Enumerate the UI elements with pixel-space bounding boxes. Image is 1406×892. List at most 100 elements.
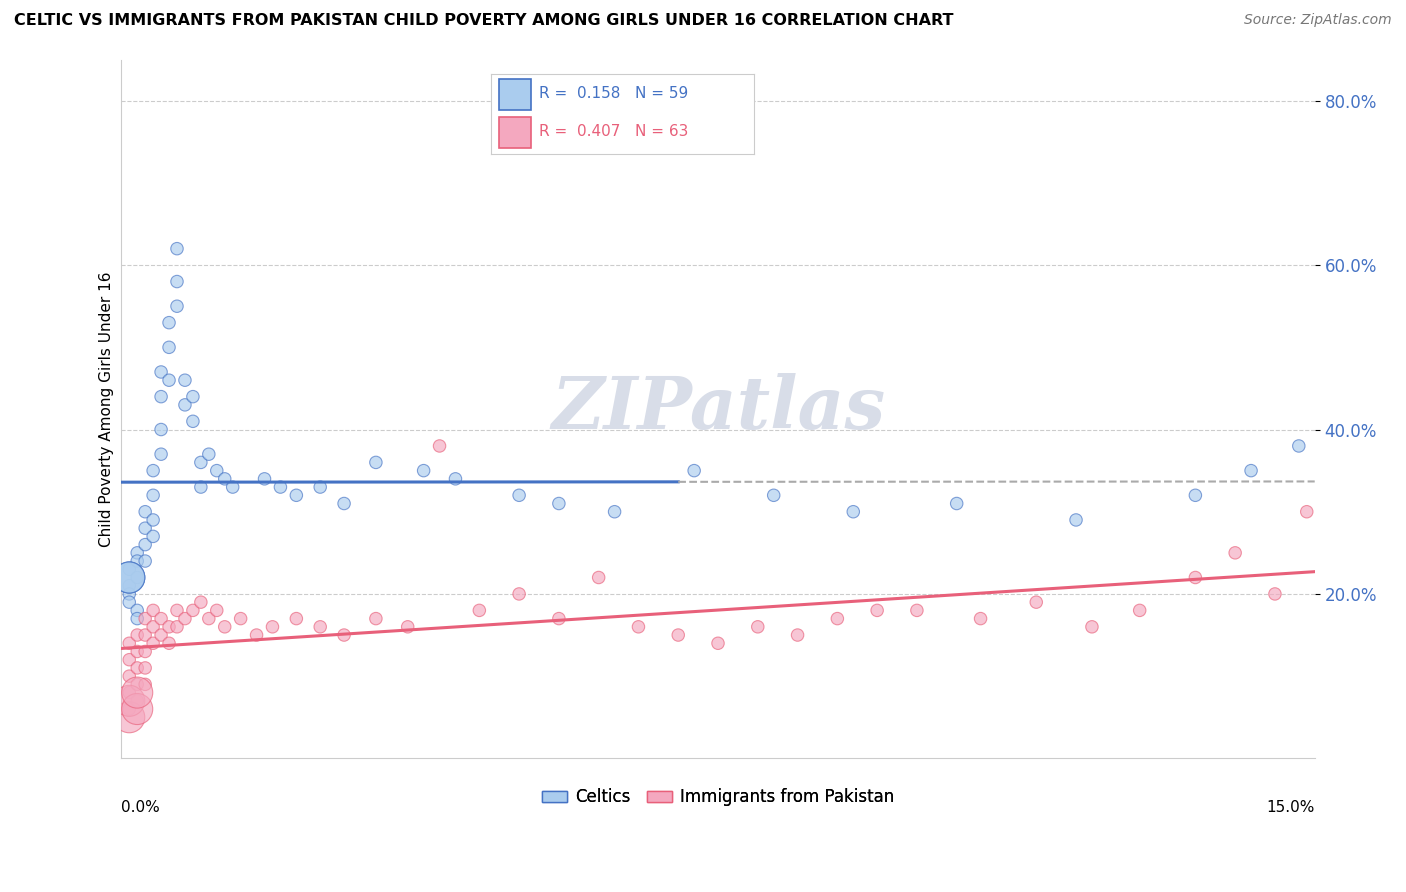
Point (969, 611, 991, 625)
Point (333, 628, 356, 642)
Point (150, 390, 173, 404)
Point (118, 562, 141, 576)
Point (707, 636, 730, 650)
Point (198, 447, 221, 461)
Point (666, 628, 689, 642)
Legend: Celtics, Immigrants from Pakistan: Celtics, Immigrants from Pakistan (534, 781, 901, 813)
Point (166, 275, 188, 289)
Point (134, 538, 156, 552)
Point (468, 603, 491, 617)
Y-axis label: Child Poverty Among Girls Under 16: Child Poverty Among Girls Under 16 (100, 271, 114, 547)
Point (508, 587, 530, 601)
Point (134, 628, 156, 642)
Point (142, 464, 165, 478)
Point (134, 611, 156, 625)
Point (127, 702, 149, 716)
Point (444, 472, 467, 486)
Point (1264, 587, 1286, 601)
Point (333, 496, 356, 510)
Point (157, 316, 180, 330)
Point (1295, 505, 1317, 519)
Point (127, 603, 149, 617)
Point (364, 611, 387, 625)
Point (118, 636, 141, 650)
Point (285, 611, 308, 625)
Point (1129, 603, 1152, 617)
Point (142, 488, 165, 502)
Point (157, 340, 180, 354)
Point (157, 636, 180, 650)
Point (253, 472, 276, 486)
Point (134, 505, 156, 519)
Point (1288, 439, 1310, 453)
Point (181, 390, 204, 404)
Point (150, 611, 173, 625)
Point (118, 702, 141, 716)
Point (166, 299, 188, 313)
Point (205, 464, 228, 478)
Point (118, 653, 141, 667)
Point (118, 570, 141, 584)
Point (118, 570, 141, 584)
Point (127, 644, 149, 658)
Point (127, 546, 149, 560)
Point (127, 554, 149, 568)
Point (866, 603, 889, 617)
Point (118, 579, 141, 593)
Point (214, 472, 236, 486)
Point (1240, 464, 1263, 478)
Point (174, 373, 197, 387)
Point (1223, 546, 1246, 560)
Point (762, 488, 785, 502)
Point (157, 373, 180, 387)
Point (198, 611, 221, 625)
Point (150, 447, 173, 461)
Point (205, 603, 228, 617)
Point (127, 570, 149, 584)
Point (142, 603, 165, 617)
Point (174, 398, 197, 412)
Point (134, 661, 156, 675)
Point (134, 521, 156, 535)
Point (262, 620, 284, 634)
Point (627, 620, 650, 634)
Point (127, 661, 149, 675)
Point (127, 628, 149, 642)
Point (118, 710, 141, 724)
Text: 15.0%: 15.0% (1267, 800, 1315, 815)
Point (683, 464, 706, 478)
Point (166, 603, 188, 617)
Point (245, 628, 267, 642)
Point (412, 464, 434, 478)
Point (1081, 620, 1104, 634)
Point (285, 488, 308, 502)
Point (118, 587, 141, 601)
Point (548, 611, 571, 625)
Point (166, 620, 188, 634)
Point (603, 505, 626, 519)
Point (229, 611, 252, 625)
Point (118, 570, 141, 584)
Point (429, 439, 451, 453)
Point (118, 669, 141, 683)
Point (142, 620, 165, 634)
Point (118, 685, 141, 699)
Point (1184, 570, 1206, 584)
Point (309, 480, 332, 494)
Point (827, 611, 849, 625)
Point (842, 505, 865, 519)
Text: ZIPatlas: ZIPatlas (551, 374, 884, 444)
Text: Source: ZipAtlas.com: Source: ZipAtlas.com (1244, 13, 1392, 28)
Text: CELTIC VS IMMIGRANTS FROM PAKISTAN CHILD POVERTY AMONG GIRLS UNDER 16 CORRELATIO: CELTIC VS IMMIGRANTS FROM PAKISTAN CHILD… (14, 13, 953, 29)
Point (905, 603, 928, 617)
Point (157, 620, 180, 634)
Point (1064, 513, 1087, 527)
Point (396, 620, 419, 634)
Point (508, 488, 530, 502)
Point (181, 603, 204, 617)
Text: 0.0%: 0.0% (121, 800, 160, 815)
Point (150, 628, 173, 642)
Point (221, 480, 243, 494)
Point (214, 620, 236, 634)
Point (142, 636, 165, 650)
